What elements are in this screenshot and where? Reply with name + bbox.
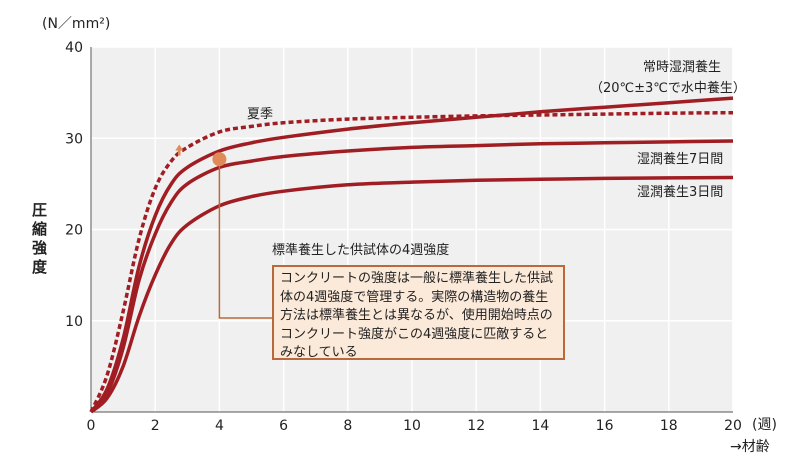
series-lines [89,96,734,414]
axes [90,47,733,413]
y-unit-label: (N／mm²) [42,16,110,32]
up-arrow-head-icon [175,144,184,151]
label-moist-3days: 湿潤養生3日間 [637,184,723,200]
x-tick-label: 4 [215,418,224,434]
x-axis-label: →材齢 [730,439,770,455]
y-axis-title-char: 圧 [32,201,47,219]
y-tick-label: 40 [65,40,83,56]
x-unit-label: (週) [752,417,777,433]
series-moist-7days [89,139,734,414]
x-tick-label: 2 [151,418,160,434]
callout-title: 標準養生した供試体の4週強度 [272,242,449,258]
series-summer-dashed [89,110,734,413]
callout [212,152,272,319]
y-axis-title: 圧 縮 強 度 [32,201,48,276]
x-tick-label: 0 [87,418,96,434]
x-tick-label: 6 [279,418,288,434]
x-tick-label: 18 [660,418,678,434]
label-always-moist-line2: （20℃±3℃で水中養生） [590,80,746,96]
series-moist-3days [89,175,734,414]
x-tick-label: 16 [596,418,614,434]
y-tick-label: 20 [65,223,83,239]
label-moist-7days: 湿潤養生7日間 [637,151,723,167]
x-tick-label: 20 [724,418,742,434]
label-summer: 夏季 [247,107,273,122]
callout-leader-line [218,159,272,319]
explanation-note: コンクリートの強度は一般に標準養生した供試体の4週強度で管理する。実際の構造物の… [272,265,565,360]
y-axis-title-char: 縮 [32,220,47,238]
y-tick-label: 10 [65,314,83,330]
x-tick-label: 8 [343,418,352,434]
x-tick-label: 14 [531,418,549,434]
y-tick-label: 30 [65,131,83,147]
standard-cure-marker [212,152,227,167]
series-always-moist [89,96,734,414]
y-axis-title-char: 強 [32,239,47,257]
tick-labels: 0 2 4 6 8 10 12 14 16 18 20 10 20 30 40 [65,40,742,434]
label-always-moist-line1: 常時湿潤養生 [643,59,721,75]
y-axis-title-char: 度 [32,258,48,276]
x-tick-label: 12 [467,418,485,434]
x-tick-label: 10 [403,418,421,434]
